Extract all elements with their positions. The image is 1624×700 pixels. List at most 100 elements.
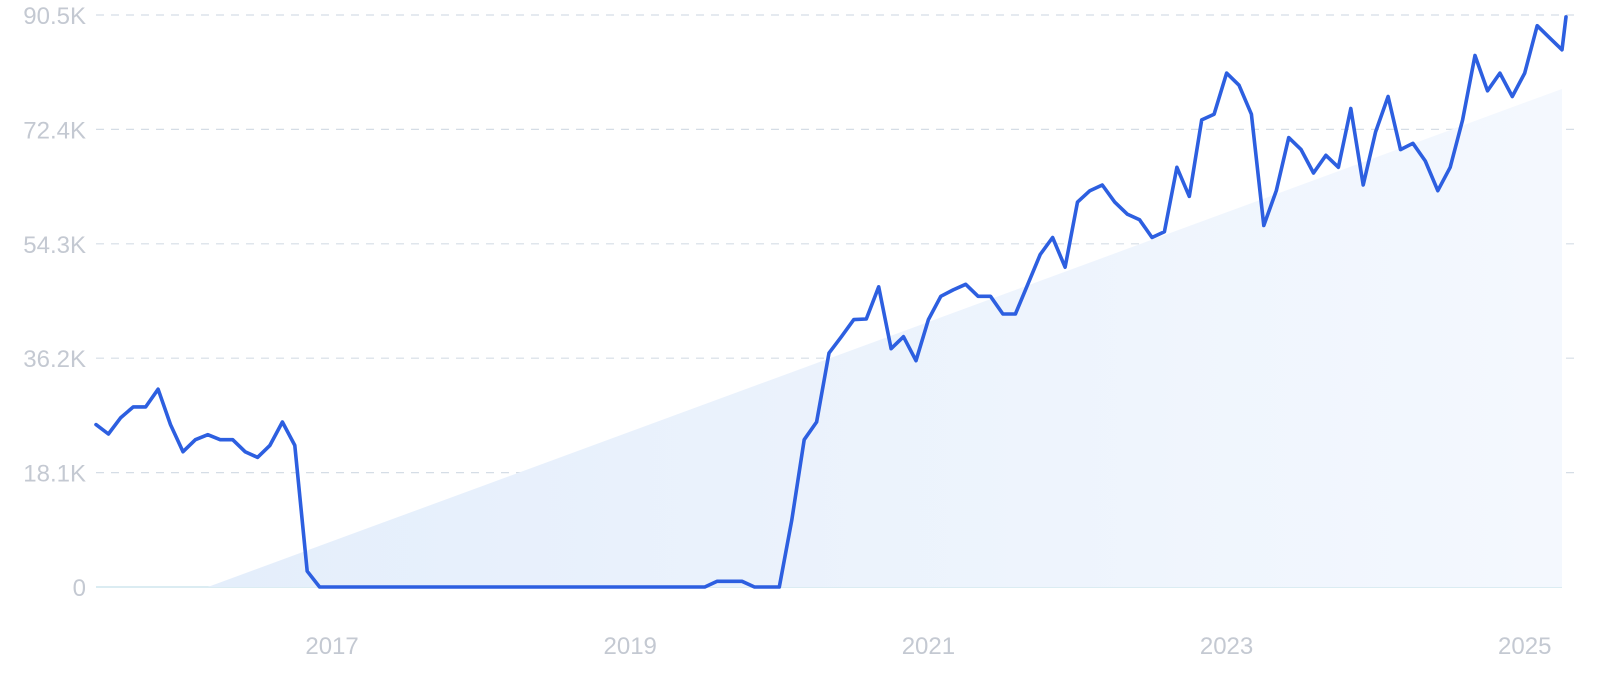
data-point[interactable] — [1420, 156, 1430, 166]
data-point[interactable] — [824, 348, 834, 358]
data-point[interactable] — [787, 516, 797, 526]
data-point[interactable] — [899, 332, 909, 342]
data-point[interactable] — [886, 344, 896, 354]
data-point[interactable] — [936, 291, 946, 301]
data-point[interactable] — [638, 582, 648, 592]
data-point[interactable] — [961, 279, 971, 289]
data-point[interactable] — [215, 435, 225, 445]
data-point[interactable] — [1346, 104, 1356, 114]
data-point[interactable] — [489, 582, 499, 592]
data-point[interactable] — [1445, 162, 1455, 172]
data-point[interactable] — [737, 576, 747, 586]
data-point[interactable] — [277, 417, 287, 427]
data-point[interactable] — [1408, 138, 1418, 148]
data-point[interactable] — [861, 314, 871, 324]
data-point[interactable] — [1433, 186, 1443, 196]
data-point[interactable] — [141, 402, 151, 412]
data-point[interactable] — [402, 582, 412, 592]
data-point[interactable] — [116, 413, 126, 423]
data-point[interactable] — [377, 582, 387, 592]
data-point[interactable] — [687, 582, 697, 592]
data-point[interactable] — [948, 285, 958, 295]
data-point[interactable] — [1246, 109, 1256, 119]
data-point[interactable] — [1333, 162, 1343, 172]
data-point[interactable] — [426, 582, 436, 592]
data-point[interactable] — [650, 582, 660, 592]
data-point[interactable] — [600, 582, 610, 592]
data-point[interactable] — [128, 402, 138, 412]
data-point[interactable] — [1172, 162, 1182, 172]
data-point[interactable] — [849, 315, 859, 325]
data-point[interactable] — [228, 435, 238, 445]
data-point[interactable] — [1483, 86, 1493, 96]
data-point[interactable] — [1222, 68, 1232, 78]
data-point[interactable] — [998, 309, 1008, 319]
data-point[interactable] — [725, 576, 735, 586]
data-point[interactable] — [1470, 51, 1480, 61]
data-point[interactable] — [1309, 168, 1319, 178]
data-point[interactable] — [836, 332, 846, 342]
data-point[interactable] — [923, 315, 933, 325]
data-point[interactable] — [563, 582, 573, 592]
data-point[interactable] — [1284, 133, 1294, 143]
data-point[interactable] — [812, 417, 822, 427]
data-point[interactable] — [340, 582, 350, 592]
data-point[interactable] — [1122, 209, 1132, 219]
data-point[interactable] — [302, 566, 312, 576]
data-point[interactable] — [290, 440, 300, 450]
data-point[interactable] — [613, 582, 623, 592]
data-point[interactable] — [1159, 227, 1169, 237]
data-point[interactable] — [240, 447, 250, 457]
data-point[interactable] — [762, 582, 772, 592]
data-point[interactable] — [1147, 233, 1157, 243]
data-point[interactable] — [1048, 233, 1058, 243]
data-point[interactable] — [1271, 186, 1281, 196]
data-point[interactable] — [774, 582, 784, 592]
data-point[interactable] — [1321, 150, 1331, 160]
data-point[interactable] — [1507, 92, 1517, 102]
data-point[interactable] — [327, 582, 337, 592]
data-point[interactable] — [439, 582, 449, 592]
data-point[interactable] — [576, 582, 586, 592]
data-point[interactable] — [265, 440, 275, 450]
data-point[interactable] — [750, 582, 760, 592]
data-point[interactable] — [1371, 127, 1381, 137]
data-point[interactable] — [1110, 197, 1120, 207]
data-point[interactable] — [1023, 279, 1033, 289]
data-point[interactable] — [1557, 45, 1567, 55]
data-point[interactable] — [364, 582, 374, 592]
data-point[interactable] — [464, 582, 474, 592]
data-point[interactable] — [538, 582, 548, 592]
data-point[interactable] — [389, 582, 399, 592]
data-point[interactable] — [253, 452, 263, 462]
data-point[interactable] — [799, 435, 809, 445]
data-point[interactable] — [1259, 221, 1269, 231]
data-point[interactable] — [203, 430, 213, 440]
data-point[interactable] — [1197, 115, 1207, 125]
data-point[interactable] — [625, 582, 635, 592]
data-point[interactable] — [588, 582, 598, 592]
data-point[interactable] — [1073, 197, 1083, 207]
data-point[interactable] — [476, 582, 486, 592]
data-point[interactable] — [1184, 191, 1194, 201]
data-point[interactable] — [1035, 250, 1045, 260]
data-point[interactable] — [1060, 262, 1070, 272]
data-point[interactable] — [91, 420, 101, 430]
data-point[interactable] — [1383, 92, 1393, 102]
data-point[interactable] — [166, 420, 176, 430]
data-point[interactable] — [513, 582, 523, 592]
data-point[interactable] — [675, 582, 685, 592]
data-point[interactable] — [414, 582, 424, 592]
data-point[interactable] — [700, 582, 710, 592]
data-point[interactable] — [551, 582, 561, 592]
data-point[interactable] — [1396, 145, 1406, 155]
data-point[interactable] — [986, 291, 996, 301]
data-point[interactable] — [501, 582, 511, 592]
data-point[interactable] — [1458, 115, 1468, 125]
data-point[interactable] — [1545, 33, 1555, 43]
data-point[interactable] — [1010, 309, 1020, 319]
data-point[interactable] — [1520, 68, 1530, 78]
data-point[interactable] — [315, 582, 325, 592]
data-point[interactable] — [663, 582, 673, 592]
data-point[interactable] — [178, 447, 188, 457]
